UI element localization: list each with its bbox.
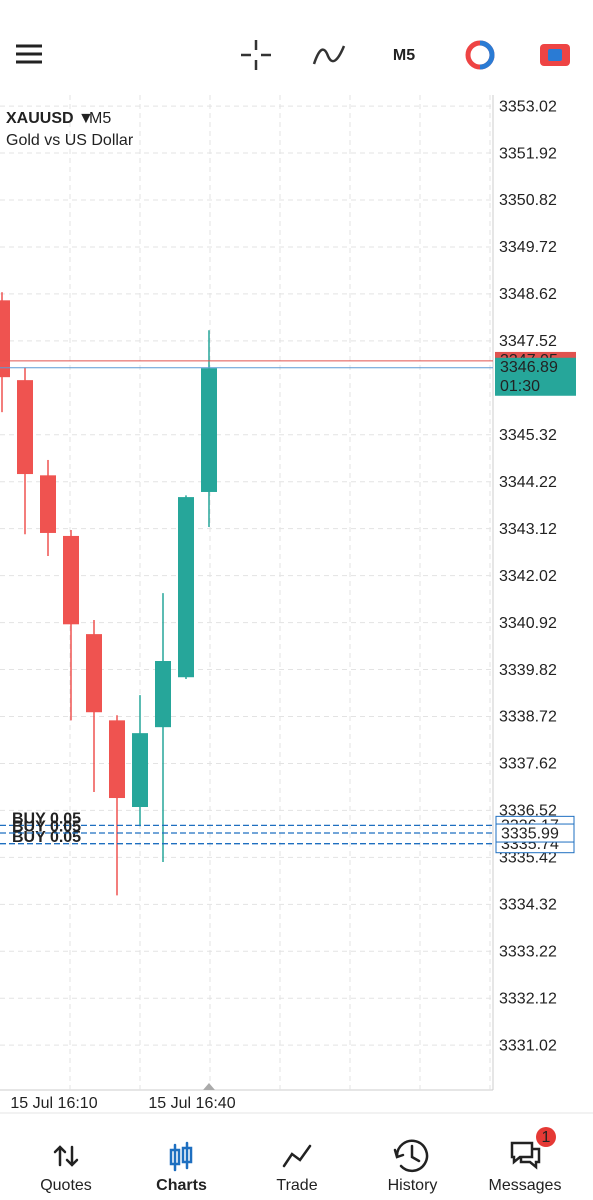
trade-toggle-button[interactable]: [465, 40, 495, 70]
y-tick-label: 3343.12: [499, 521, 557, 538]
y-tick-label: 3350.82: [499, 192, 557, 209]
y-tick-label: 3351.92: [499, 145, 557, 162]
y-tick-label: 3334.32: [499, 897, 557, 914]
candle-body: [201, 368, 217, 492]
bid-price: 3346.89: [500, 359, 558, 376]
candle-body: [40, 475, 56, 533]
nav-icon: [53, 1145, 79, 1167]
candle-body: [109, 720, 125, 799]
badge-count: 1: [542, 1129, 551, 1146]
time-marker: [203, 1083, 215, 1090]
badge: [536, 1127, 556, 1147]
y-tick-label: 3349.72: [499, 239, 557, 256]
nav-item[interactable]: History: [388, 1139, 438, 1194]
nav-item[interactable]: Quotes: [40, 1145, 92, 1194]
candle-body: [132, 733, 148, 807]
bottom-nav: Quotes Charts Trade History Messages 1: [40, 1127, 561, 1194]
y-tick-label: 3331.02: [499, 1037, 557, 1054]
y-tick-label: 3342.02: [499, 568, 557, 585]
candle-body: [178, 497, 194, 678]
one-click-button[interactable]: [540, 44, 570, 66]
order-price: 3335.99: [501, 825, 559, 842]
nav-item[interactable]: Messages: [489, 1141, 562, 1194]
order-label[interactable]: BUY 0.05: [12, 818, 81, 835]
y-tick-label: 3348.62: [499, 286, 557, 303]
nav-label: Trade: [276, 1177, 317, 1194]
order-label[interactable]: BUY 0.05: [12, 811, 81, 828]
order-price-box: [495, 823, 575, 843]
y-tick-label: 3339.82: [499, 662, 557, 679]
bid-box: [495, 357, 576, 396]
candle-body: [0, 300, 10, 378]
crosshair-button[interactable]: [241, 40, 271, 70]
y-tick-label: 3347.52: [499, 333, 557, 350]
y-tick-label: 3338.72: [499, 709, 557, 726]
nav-label: History: [388, 1177, 438, 1194]
x-tick-label: 15 Jul 16:10: [10, 1095, 97, 1112]
symbol: XAUUSD: [6, 110, 74, 127]
candle-body: [86, 634, 102, 713]
nav-icon: [282, 1144, 312, 1168]
nav-item[interactable]: Charts: [156, 1141, 207, 1194]
chart-timeframe: M5: [89, 110, 111, 127]
timeframe-button[interactable]: M5: [393, 47, 415, 64]
y-tick-label: 3333.22: [499, 943, 557, 960]
candle-body: [17, 380, 33, 475]
y-tick-label: 3335.42: [499, 850, 557, 867]
x-tick-label: 15 Jul 16:40: [148, 1095, 235, 1112]
y-tick-label: 3337.62: [499, 756, 557, 773]
nav-item[interactable]: Trade: [276, 1144, 318, 1194]
y-tick-label: 3353.02: [499, 98, 557, 115]
menu-button[interactable]: [16, 44, 42, 64]
description: Gold vs US Dollar: [6, 132, 134, 149]
y-tick-label: 3336.52: [499, 803, 557, 820]
bar-countdown: 01:30: [500, 378, 540, 395]
candle-body: [155, 661, 171, 728]
y-tick-label: 3340.92: [499, 615, 557, 632]
y-tick-label: 3344.22: [499, 474, 557, 491]
nav-icon: [510, 1141, 541, 1170]
nav-icon: [393, 1139, 429, 1173]
nav-label: Charts: [156, 1177, 207, 1194]
symbol-dropdown[interactable]: ▼: [78, 110, 94, 127]
y-tick-label: 3332.12: [499, 990, 557, 1007]
candle-body: [63, 535, 79, 625]
plot: [0, 292, 217, 896]
nav-icon: [169, 1141, 193, 1172]
y-tick-label: 3345.32: [499, 427, 557, 444]
grid: [0, 95, 493, 1090]
indicators-button[interactable]: [312, 45, 346, 65]
nav-label: Messages: [489, 1177, 562, 1194]
nav-label: Quotes: [40, 1177, 92, 1194]
